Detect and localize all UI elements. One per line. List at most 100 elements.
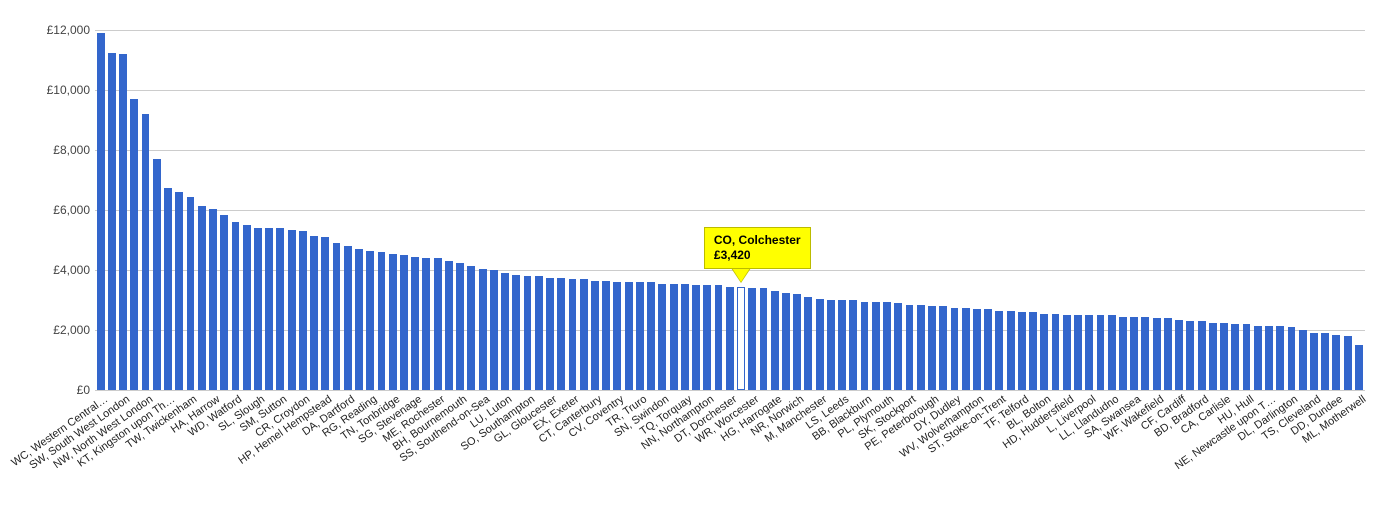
bar[interactable] (1243, 324, 1251, 390)
bar[interactable] (501, 273, 509, 390)
bar[interactable] (827, 300, 835, 390)
bar[interactable] (1018, 312, 1026, 390)
bar[interactable] (1085, 315, 1093, 390)
bar[interactable] (1220, 323, 1228, 391)
bar[interactable] (726, 287, 734, 391)
bar[interactable] (142, 114, 150, 390)
bar[interactable] (939, 306, 947, 390)
bar[interactable] (917, 305, 925, 391)
bar[interactable] (928, 306, 936, 390)
bar[interactable] (1040, 314, 1048, 391)
bar[interactable] (1276, 326, 1284, 391)
bar[interactable] (748, 288, 756, 390)
bar[interactable] (1141, 317, 1149, 391)
bar[interactable] (321, 237, 329, 390)
bar[interactable] (715, 285, 723, 390)
bar[interactable] (490, 270, 498, 390)
bar[interactable] (793, 294, 801, 390)
bar[interactable] (625, 282, 633, 390)
bar[interactable] (1288, 327, 1296, 390)
bar[interactable] (1231, 324, 1239, 390)
bar[interactable] (670, 284, 678, 391)
bar[interactable] (108, 53, 116, 391)
bar[interactable] (232, 222, 240, 390)
bar[interactable] (1254, 326, 1262, 391)
bar[interactable] (636, 282, 644, 390)
bar[interactable] (1198, 321, 1206, 390)
bar[interactable] (187, 197, 195, 391)
bar[interactable] (602, 281, 610, 391)
bar[interactable] (1209, 323, 1217, 391)
bar[interactable] (613, 282, 621, 390)
bar[interactable] (400, 255, 408, 390)
bar[interactable] (310, 236, 318, 391)
bar[interactable] (198, 206, 206, 391)
bar[interactable] (1310, 333, 1318, 390)
bar[interactable] (569, 279, 577, 390)
bar[interactable] (1164, 318, 1172, 390)
bar[interactable] (816, 299, 824, 391)
bar[interactable] (422, 258, 430, 390)
bar[interactable] (771, 291, 779, 390)
bar[interactable] (580, 279, 588, 390)
bar[interactable] (1052, 314, 1060, 391)
bar[interactable] (355, 249, 363, 390)
bar[interactable] (1344, 336, 1352, 390)
bar[interactable] (220, 215, 228, 391)
bar[interactable] (411, 257, 419, 391)
bar[interactable] (1063, 315, 1071, 390)
bar[interactable] (861, 302, 869, 391)
bar[interactable] (557, 278, 565, 391)
bar[interactable] (1108, 315, 1116, 390)
bar[interactable] (703, 285, 711, 390)
bar[interactable] (434, 258, 442, 390)
bar[interactable] (119, 54, 127, 390)
bar[interactable] (366, 251, 374, 391)
bar[interactable] (130, 99, 138, 390)
bar[interactable] (333, 243, 341, 390)
bar[interactable] (243, 225, 251, 390)
bar[interactable] (299, 231, 307, 390)
bar[interactable] (692, 285, 700, 390)
bar[interactable] (1153, 318, 1161, 390)
bar[interactable] (894, 303, 902, 390)
bar[interactable] (378, 252, 386, 390)
bar[interactable] (153, 159, 161, 390)
bar[interactable] (906, 305, 914, 391)
bar[interactable] (175, 192, 183, 390)
bar[interactable] (984, 309, 992, 390)
bar[interactable] (681, 284, 689, 391)
bar[interactable] (265, 228, 273, 390)
bar[interactable] (962, 308, 970, 391)
bar[interactable] (849, 300, 857, 390)
bar[interactable] (591, 281, 599, 391)
bar[interactable] (1299, 330, 1307, 390)
bar[interactable] (1355, 345, 1363, 390)
bar[interactable] (883, 302, 891, 391)
bar[interactable] (209, 209, 217, 391)
bar[interactable] (1097, 315, 1105, 390)
bar[interactable] (804, 297, 812, 390)
bar[interactable] (254, 228, 262, 390)
bar[interactable] (276, 228, 284, 390)
bar[interactable] (467, 266, 475, 391)
bar[interactable] (1332, 335, 1340, 391)
bar[interactable] (1029, 312, 1037, 390)
bar[interactable] (973, 309, 981, 390)
bar[interactable] (479, 269, 487, 391)
bar[interactable] (456, 263, 464, 391)
bar[interactable] (1265, 326, 1273, 391)
bar[interactable] (524, 276, 532, 390)
bar[interactable] (995, 311, 1003, 391)
bar[interactable] (1119, 317, 1127, 391)
bar[interactable] (951, 308, 959, 391)
bar[interactable] (1130, 317, 1138, 391)
bar[interactable] (512, 275, 520, 391)
bar[interactable] (288, 230, 296, 391)
bar[interactable] (97, 33, 105, 390)
bar[interactable] (344, 246, 352, 390)
bar[interactable] (872, 302, 880, 391)
bar[interactable] (658, 284, 666, 391)
bar[interactable] (1175, 320, 1183, 391)
bar[interactable] (838, 300, 846, 390)
